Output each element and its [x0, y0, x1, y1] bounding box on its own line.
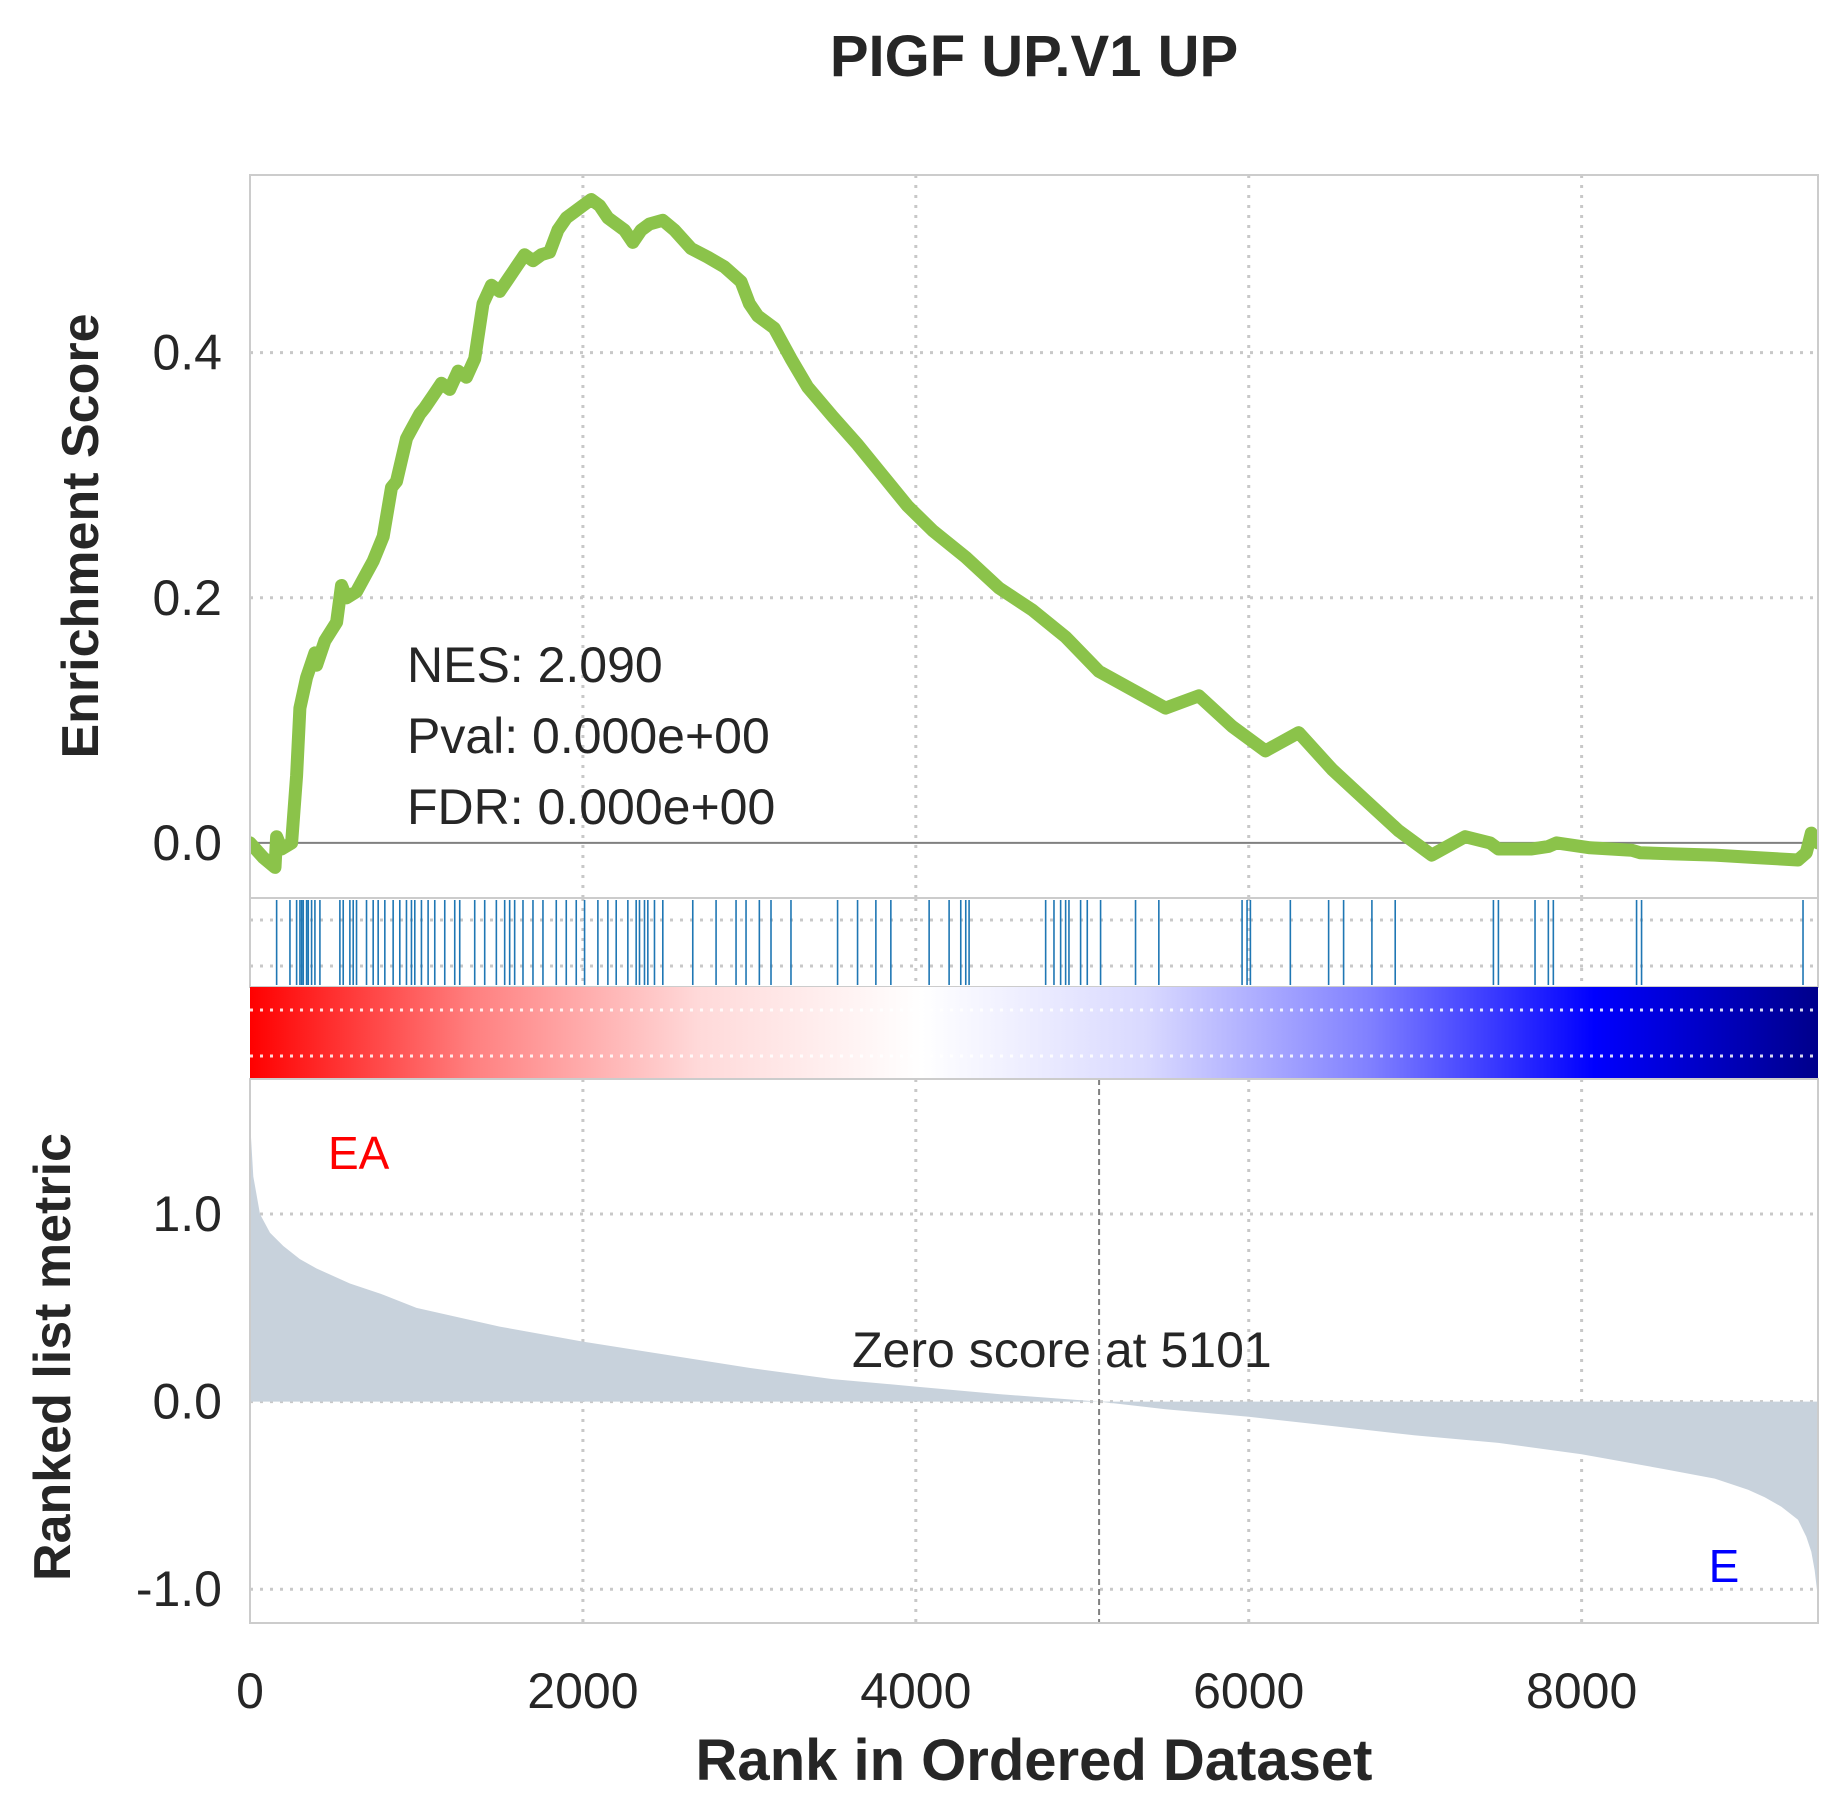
metric-y-tick-label: 1.0 [152, 1186, 222, 1242]
x-tick-label: 8000 [1526, 1663, 1637, 1719]
x-axis-label: Rank in Ordered Dataset [696, 1728, 1373, 1793]
metric-panel: 1.0 0.0 -1.0 Zero score at 5101 EA E Ranke… [24, 1078, 1819, 1624]
positive-phenotype-label: EA [328, 1127, 390, 1179]
x-tick-label: 6000 [1193, 1663, 1304, 1719]
zero-score-label: Zero score at 5101 [852, 1322, 1272, 1378]
es-y-ticks: 0.0 0.2 0.4 [152, 325, 222, 871]
metric-y-ticks: 1.0 0.0 -1.0 [136, 1186, 222, 1617]
x-axis-ticks: 0 2000 4000 6000 8000 [236, 1663, 1637, 1719]
es-gridlines [250, 175, 1818, 898]
negative-phenotype-label: E [1709, 1540, 1740, 1592]
x-tick-label: 0 [236, 1663, 264, 1719]
es-y-tick-label: 0.4 [152, 325, 222, 381]
metric-area [250, 1120, 1818, 1599]
x-tick-label: 2000 [527, 1663, 638, 1719]
nes-label: NES: 2.090 [407, 637, 663, 693]
hits-gridlines [250, 898, 1818, 987]
hit-marks [275, 900, 1804, 985]
metric-y-tick-label: -1.0 [136, 1561, 222, 1617]
fdr-label: FDR: 0.000e+00 [407, 779, 775, 835]
es-y-tick-label: 0.0 [152, 815, 222, 871]
es-y-axis-label: Enrichment Score [52, 313, 110, 758]
es-panel: 0.0 0.2 0.4 Enrichment Score NES: 2.090 Pv… [52, 174, 1819, 899]
x-tick-label: 4000 [860, 1663, 971, 1719]
es-y-tick-label: 0.2 [152, 570, 222, 626]
pval-label: Pval: 0.000e+00 [407, 708, 770, 764]
rank-color-bar [250, 987, 1818, 1079]
metric-panel-frame [249, 1078, 1819, 1624]
chart-title: PIGF UP.V1 UP [830, 24, 1238, 89]
es-stats: NES: 2.090 Pval: 0.000e+00 FDR: 0.000e+0… [407, 637, 775, 835]
metric-y-tick-label: 0.0 [152, 1374, 222, 1430]
hits-panel [249, 897, 1819, 988]
rank-color-gradient [250, 987, 1818, 1079]
es-line [250, 193, 1818, 874]
metric-y-axis-label: Ranked list metric [24, 1133, 82, 1581]
